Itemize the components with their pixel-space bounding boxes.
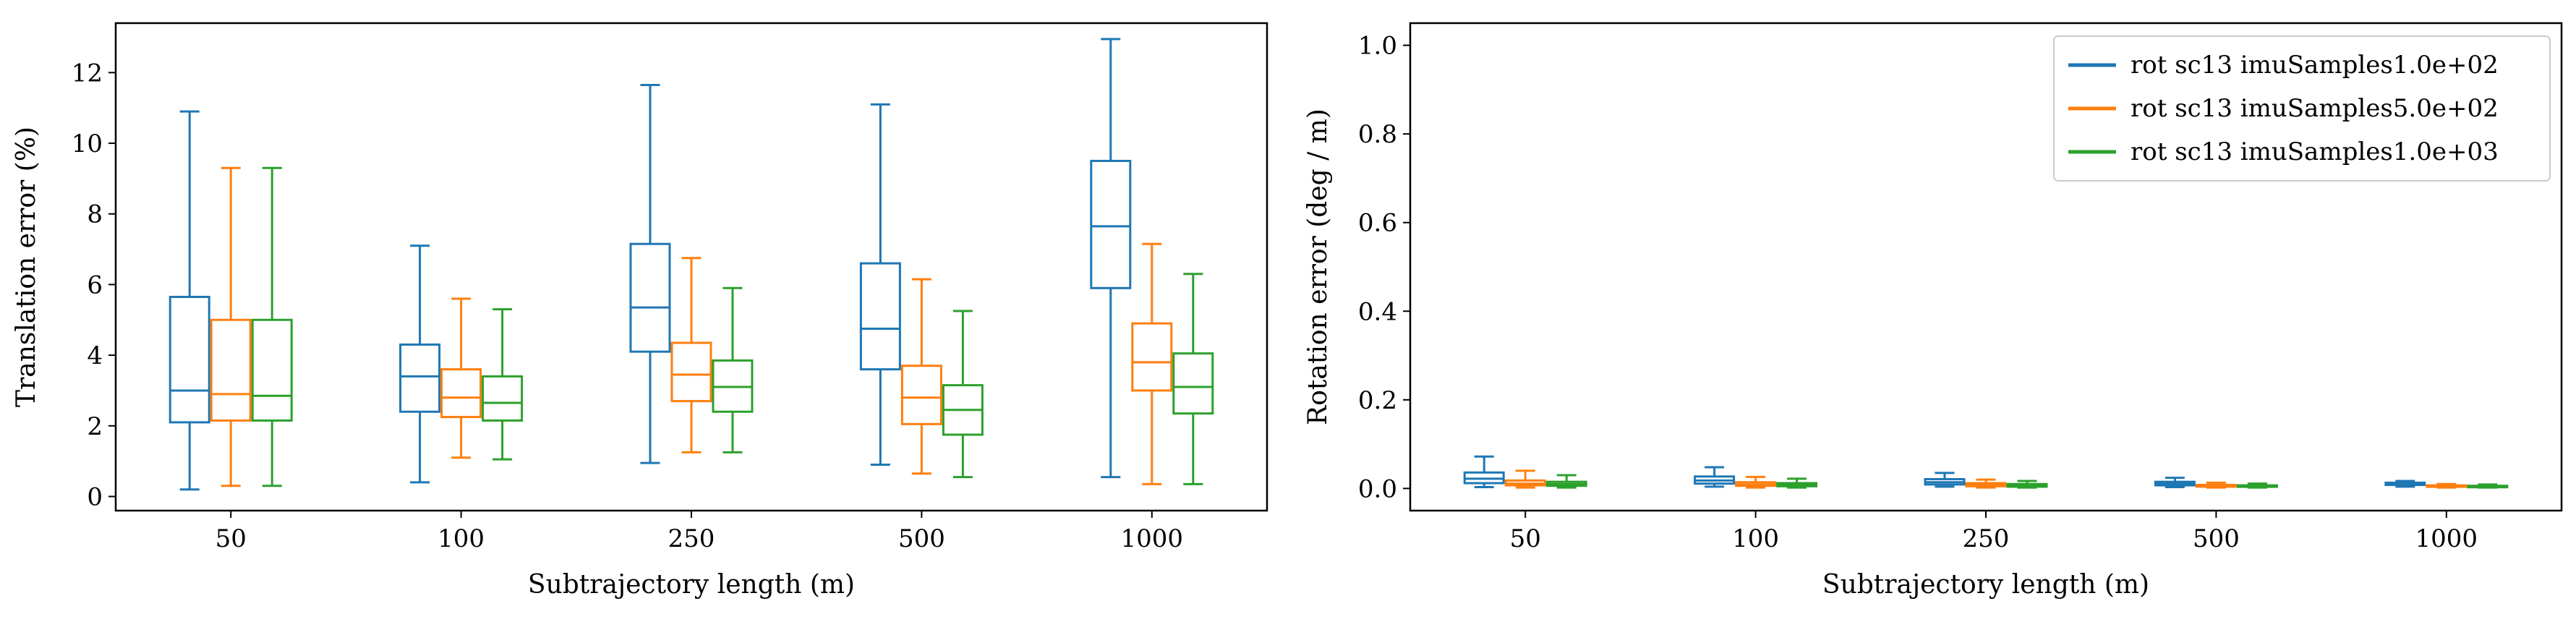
legend: rot sc13 imuSamples1.0e+02 rot sc13 imuSa… (2053, 35, 2551, 182)
box-plot-box (1965, 478, 2007, 489)
y-tick-label: 0.6 (1358, 209, 1397, 238)
box-plot-box (482, 308, 524, 461)
y-tick-label: 12 (72, 59, 103, 88)
box-plot-box (399, 244, 441, 484)
box-plot-box (1504, 469, 1546, 489)
box-plot-box (2467, 483, 2509, 489)
x-tick-label: 500 (898, 524, 945, 553)
iqr-box (1090, 159, 1132, 289)
box-plot-box (712, 286, 754, 453)
y-tick-label: 1.0 (1358, 32, 1397, 61)
iqr-box (1172, 352, 1214, 415)
box-plot-box (942, 310, 984, 479)
box-plot-box (210, 166, 252, 487)
box-plot-box (2426, 482, 2468, 489)
y-tick-label: 4 (87, 341, 103, 370)
y-axis-label: Rotation error (deg / m) (1303, 108, 1333, 425)
box-plot-box (1463, 455, 1505, 489)
iqr-box (900, 365, 942, 425)
x-tick-label: 250 (1963, 524, 2010, 553)
y-tick-label: 2 (87, 412, 103, 441)
box-plot-box (169, 110, 210, 491)
box-plot-box (670, 257, 712, 453)
x-tick-label: 100 (438, 524, 485, 553)
box-plot-box (1924, 472, 1966, 488)
iqr-box (399, 343, 441, 413)
box-plot-box (1694, 466, 1736, 488)
y-tick-label: 0.2 (1358, 386, 1397, 415)
box-plot-box (1545, 474, 1587, 489)
box-plot-box (1735, 475, 1777, 489)
y-axis-label: Translation error (%) (12, 127, 41, 407)
box-plot-box (251, 166, 293, 487)
x-axis-label: Subtrajectory length (m) (1822, 570, 2149, 600)
box-plot-box (629, 83, 671, 464)
box-plot-box (2195, 481, 2237, 489)
box-plot-box (2236, 482, 2278, 489)
y-tick-label: 0.0 (1358, 474, 1397, 503)
rotation-error-panel: 0.0 0.2 0.4 0.6 0.8 1.0 50 100 250 500 1000 Subtraj… (1303, 22, 2563, 600)
legend-entry: rot sc13 imuSamples5.0e+02 (2131, 94, 2499, 123)
iqr-box (251, 318, 293, 422)
y-tick-label: 6 (87, 270, 103, 299)
legend-frame (2053, 35, 2551, 182)
translation-error-panel: 0 2 4 6 8 10 12 50 100 250 500 1000 Subtrajectory le… (12, 22, 1268, 600)
iqr-box (629, 242, 671, 353)
x-tick-label: 500 (2193, 524, 2240, 553)
y-tick-label: 0.4 (1358, 297, 1397, 326)
box-plot-box (859, 103, 901, 466)
x-tick-label: 1000 (1121, 524, 1184, 553)
iqr-box (859, 262, 901, 371)
y-tick-label: 0.8 (1358, 120, 1397, 149)
y-tick-label: 10 (72, 129, 103, 158)
iqr-box (169, 296, 210, 424)
box-plot-box (440, 297, 482, 459)
box-plot-box (900, 278, 942, 475)
x-tick-label: 100 (1732, 524, 1779, 553)
legend-entry: rot sc13 imuSamples1.0e+03 (2131, 137, 2499, 166)
box-plot-box (2006, 480, 2048, 489)
iqr-box (440, 368, 482, 419)
box-plot-box (1090, 38, 1132, 479)
y-tick-label: 0 (87, 482, 103, 511)
box-plot-box (1172, 273, 1214, 485)
box-plot-box (2154, 477, 2196, 489)
y-tick-label: 8 (87, 200, 103, 229)
box-plot-box (2384, 480, 2426, 488)
iqr-box (1131, 322, 1173, 392)
iqr-box (482, 375, 524, 422)
box-plot-box (1776, 477, 1818, 489)
x-tick-label: 50 (1510, 524, 1541, 553)
x-tick-label: 1000 (2415, 524, 2478, 553)
iqr-box (670, 341, 712, 403)
iqr-box (210, 318, 252, 422)
x-axis-label: Subtrajectory length (m) (528, 570, 855, 600)
x-tick-label: 250 (668, 524, 715, 553)
legend-entry: rot sc13 imuSamples1.0e+02 (2131, 51, 2499, 80)
x-tick-label: 50 (216, 524, 247, 553)
box-plot-box (1131, 242, 1173, 485)
